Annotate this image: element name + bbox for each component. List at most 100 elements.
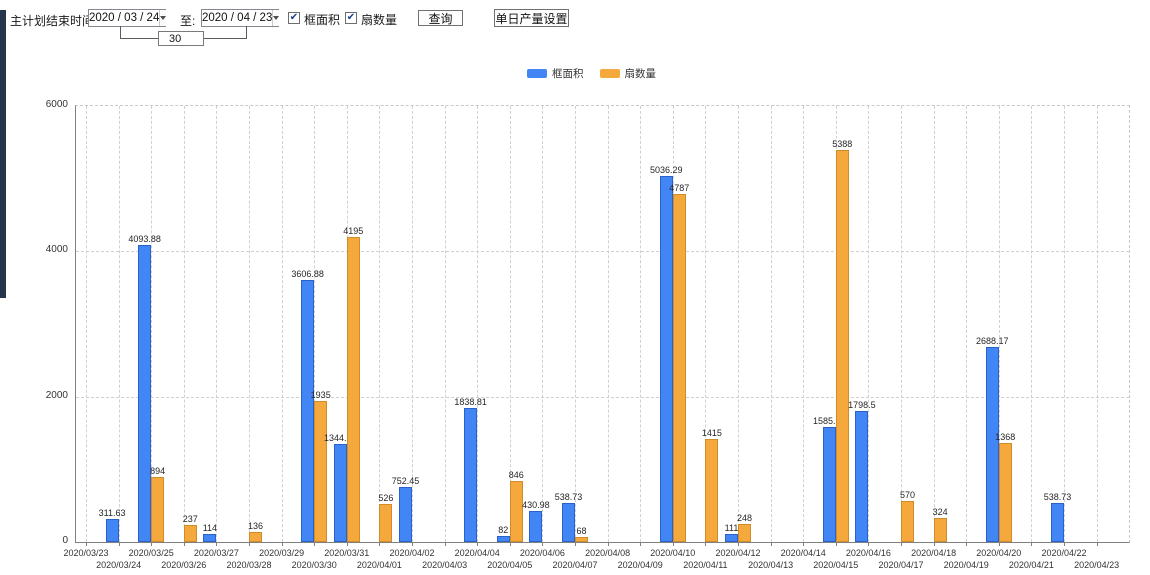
bar-label-frame-area: 3606.88 [291,268,324,279]
bar-frame-area[interactable] [529,510,543,542]
v-gridline [151,106,153,542]
y-axis-label: 0 [62,535,68,546]
x-axis-tick [281,542,283,546]
interval-days-input[interactable]: 30 [158,31,204,46]
bar-label-frame-area: 82 [498,525,509,536]
chevron-down-icon [273,16,280,20]
bar-fan-count[interactable] [835,150,849,542]
bar-fan-count[interactable] [933,518,947,542]
h-gridline [76,251,1129,253]
bar-fan-count[interactable] [314,401,328,542]
connector-line-right [246,26,247,39]
fan-count-checkbox-label[interactable]: 扇数量 [361,13,398,27]
bar-label-frame-area: 5036.29 [650,165,683,176]
x-axis-tick [998,542,1000,546]
frame-area-checkbox[interactable]: ✔ [288,12,300,24]
x-axis-label: 2020/04/12 [715,548,761,558]
bar-label-fan-count: 526 [378,492,394,503]
x-axis-tick [1096,542,1098,546]
interval-days-value: 30 [169,32,182,45]
x-axis-label: 2020/04/18 [911,548,957,558]
bar-frame-area[interactable] [985,346,999,542]
bar-label-frame-area: 538.73 [1043,491,1072,502]
bar-fan-count[interactable] [509,480,523,542]
bar-frame-area[interactable] [855,411,869,542]
x-axis-label: 2020/04/06 [519,548,565,558]
bar-fan-count[interactable] [738,523,751,542]
bar-fan-count[interactable] [151,477,165,542]
bar-frame-area[interactable] [301,279,315,542]
v-gridline [509,106,511,542]
bar-fan-count[interactable] [672,194,686,542]
x-axis-label: 2020/03/25 [128,548,174,558]
date-from-dropdown-button[interactable] [159,10,167,26]
x-axis-tick [672,542,674,546]
chart-container: 2020/03/23 2020/03/24 311.63 2020/03/25 4093… [0,60,1150,575]
x-axis-tick [607,542,609,546]
legend-item-frame-area[interactable]: 框面积 [527,66,584,81]
bar-fan-count[interactable] [998,442,1012,542]
bar-fan-count[interactable] [346,237,360,542]
v-gridline [705,106,707,542]
x-axis-tick [183,542,185,546]
x-axis-tick [1064,542,1065,546]
x-axis-tick [705,542,707,546]
legend-label-fan-count: 扇数量 [624,68,657,80]
date-to-value: 2020 / 04 / 23 [202,12,273,24]
x-axis-tick [770,542,772,546]
legend-item-fan-count[interactable]: 扇数量 [599,66,657,81]
bar-fan-count[interactable] [575,537,588,542]
bar-label-fan-count: 248 [736,512,753,523]
bar-fan-count[interactable] [705,439,719,542]
bar-frame-area[interactable] [333,444,347,542]
bar-fan-count[interactable] [901,500,914,542]
connector-line-left [120,26,121,39]
bar-frame-area[interactable] [399,487,412,542]
bar-frame-area[interactable] [1051,502,1064,542]
daily-output-settings-button[interactable]: 单日产量设置 [494,9,569,27]
v-gridline [216,106,218,542]
x-axis-label: 2020/04/02 [389,548,435,558]
bar-fan-count[interactable] [379,503,393,542]
query-button[interactable]: 查询 [418,10,463,26]
bar-frame-area[interactable] [464,408,478,542]
bar-label-fan-count: 5388 [832,139,853,150]
x-axis-label: 2020/04/04 [454,548,500,558]
legend-swatch-frame-area [527,69,547,78]
bar-label-fan-count: 1415 [701,428,722,439]
bar-label-frame-area: 538.73 [554,491,583,502]
v-gridline [738,106,739,542]
bar-fan-count[interactable] [249,532,262,542]
plot-area: 2020/03/23 2020/03/24 311.63 2020/03/25 4093… [63,105,1130,570]
bar-frame-area[interactable] [138,244,152,542]
x-axis-label: 2020/03/24 [96,560,142,570]
bar-frame-area[interactable] [105,519,119,542]
x-axis-label: 2020/04/09 [617,560,663,570]
bar-frame-area[interactable] [659,176,673,542]
bar-frame-area[interactable] [496,536,510,542]
fan-count-checkbox[interactable]: ✔ [345,12,357,24]
check-icon: ✔ [346,12,356,23]
bar-frame-area[interactable] [822,426,836,542]
frame-area-checkbox-label[interactable]: 框面积 [304,13,341,27]
v-gridline [803,106,805,542]
x-axis-tick [379,542,381,546]
v-gridline [1064,106,1065,542]
bar-frame-area[interactable] [203,533,217,542]
bar-label-fan-count: 1935 [310,390,331,401]
bar-label-frame-area: 752.45 [391,476,420,487]
date-to-dropdown-button[interactable] [272,10,280,26]
x-axis-tick [803,542,805,546]
x-axis-label: 2020/04/15 [813,560,859,570]
bar-frame-area[interactable] [562,502,575,542]
bar-fan-count[interactable] [183,524,197,542]
x-axis-label: 2020/04/21 [1008,560,1054,570]
v-gridline [542,106,544,542]
chart-legend: 框面积 扇数量 [527,66,656,81]
date-from-picker[interactable]: 2020 / 03 / 24 [88,9,167,27]
legend-label-frame-area: 框面积 [552,68,584,80]
bar-frame-area[interactable] [725,533,738,542]
bar-label-fan-count: 894 [150,466,166,477]
date-to-picker[interactable]: 2020 / 04 / 23 [201,9,280,27]
